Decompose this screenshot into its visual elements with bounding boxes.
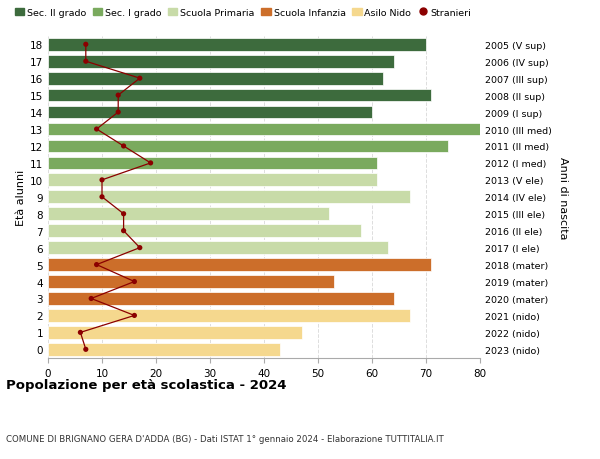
Bar bbox=[48, 259, 431, 271]
Point bbox=[119, 211, 128, 218]
Y-axis label: Anni di nascita: Anni di nascita bbox=[559, 156, 568, 239]
Bar bbox=[48, 174, 377, 187]
Point bbox=[113, 92, 123, 100]
Bar bbox=[48, 123, 480, 136]
Point bbox=[135, 245, 145, 252]
Bar bbox=[48, 326, 302, 339]
Point bbox=[113, 109, 123, 117]
Point bbox=[81, 58, 91, 66]
Legend: Sec. II grado, Sec. I grado, Scuola Primaria, Scuola Infanzia, Asilo Nido, Stran: Sec. II grado, Sec. I grado, Scuola Prim… bbox=[11, 5, 475, 21]
Point bbox=[81, 346, 91, 353]
Bar bbox=[48, 292, 394, 305]
Point bbox=[97, 177, 107, 184]
Point bbox=[92, 261, 101, 269]
Bar bbox=[48, 275, 334, 288]
Bar bbox=[48, 208, 329, 221]
Bar bbox=[48, 90, 431, 102]
Bar bbox=[48, 242, 388, 254]
Bar bbox=[48, 73, 383, 85]
Point bbox=[146, 160, 155, 167]
Point bbox=[130, 278, 139, 285]
Point bbox=[119, 143, 128, 150]
Bar bbox=[48, 343, 280, 356]
Point bbox=[130, 312, 139, 319]
Bar bbox=[48, 56, 394, 68]
Bar bbox=[48, 225, 361, 237]
Bar bbox=[48, 157, 377, 170]
Bar bbox=[48, 39, 426, 51]
Point bbox=[76, 329, 85, 336]
Text: Popolazione per età scolastica - 2024: Popolazione per età scolastica - 2024 bbox=[6, 378, 287, 391]
Bar bbox=[48, 309, 410, 322]
Point bbox=[97, 194, 107, 201]
Bar bbox=[48, 106, 372, 119]
Bar bbox=[48, 140, 448, 153]
Text: COMUNE DI BRIGNANO GERA D'ADDA (BG) - Dati ISTAT 1° gennaio 2024 - Elaborazione : COMUNE DI BRIGNANO GERA D'ADDA (BG) - Da… bbox=[6, 434, 444, 442]
Point bbox=[86, 295, 96, 302]
Point bbox=[81, 41, 91, 49]
Bar bbox=[48, 191, 410, 204]
Point bbox=[92, 126, 101, 134]
Point bbox=[119, 228, 128, 235]
Y-axis label: Età alunni: Età alunni bbox=[16, 169, 26, 225]
Point bbox=[135, 75, 145, 83]
